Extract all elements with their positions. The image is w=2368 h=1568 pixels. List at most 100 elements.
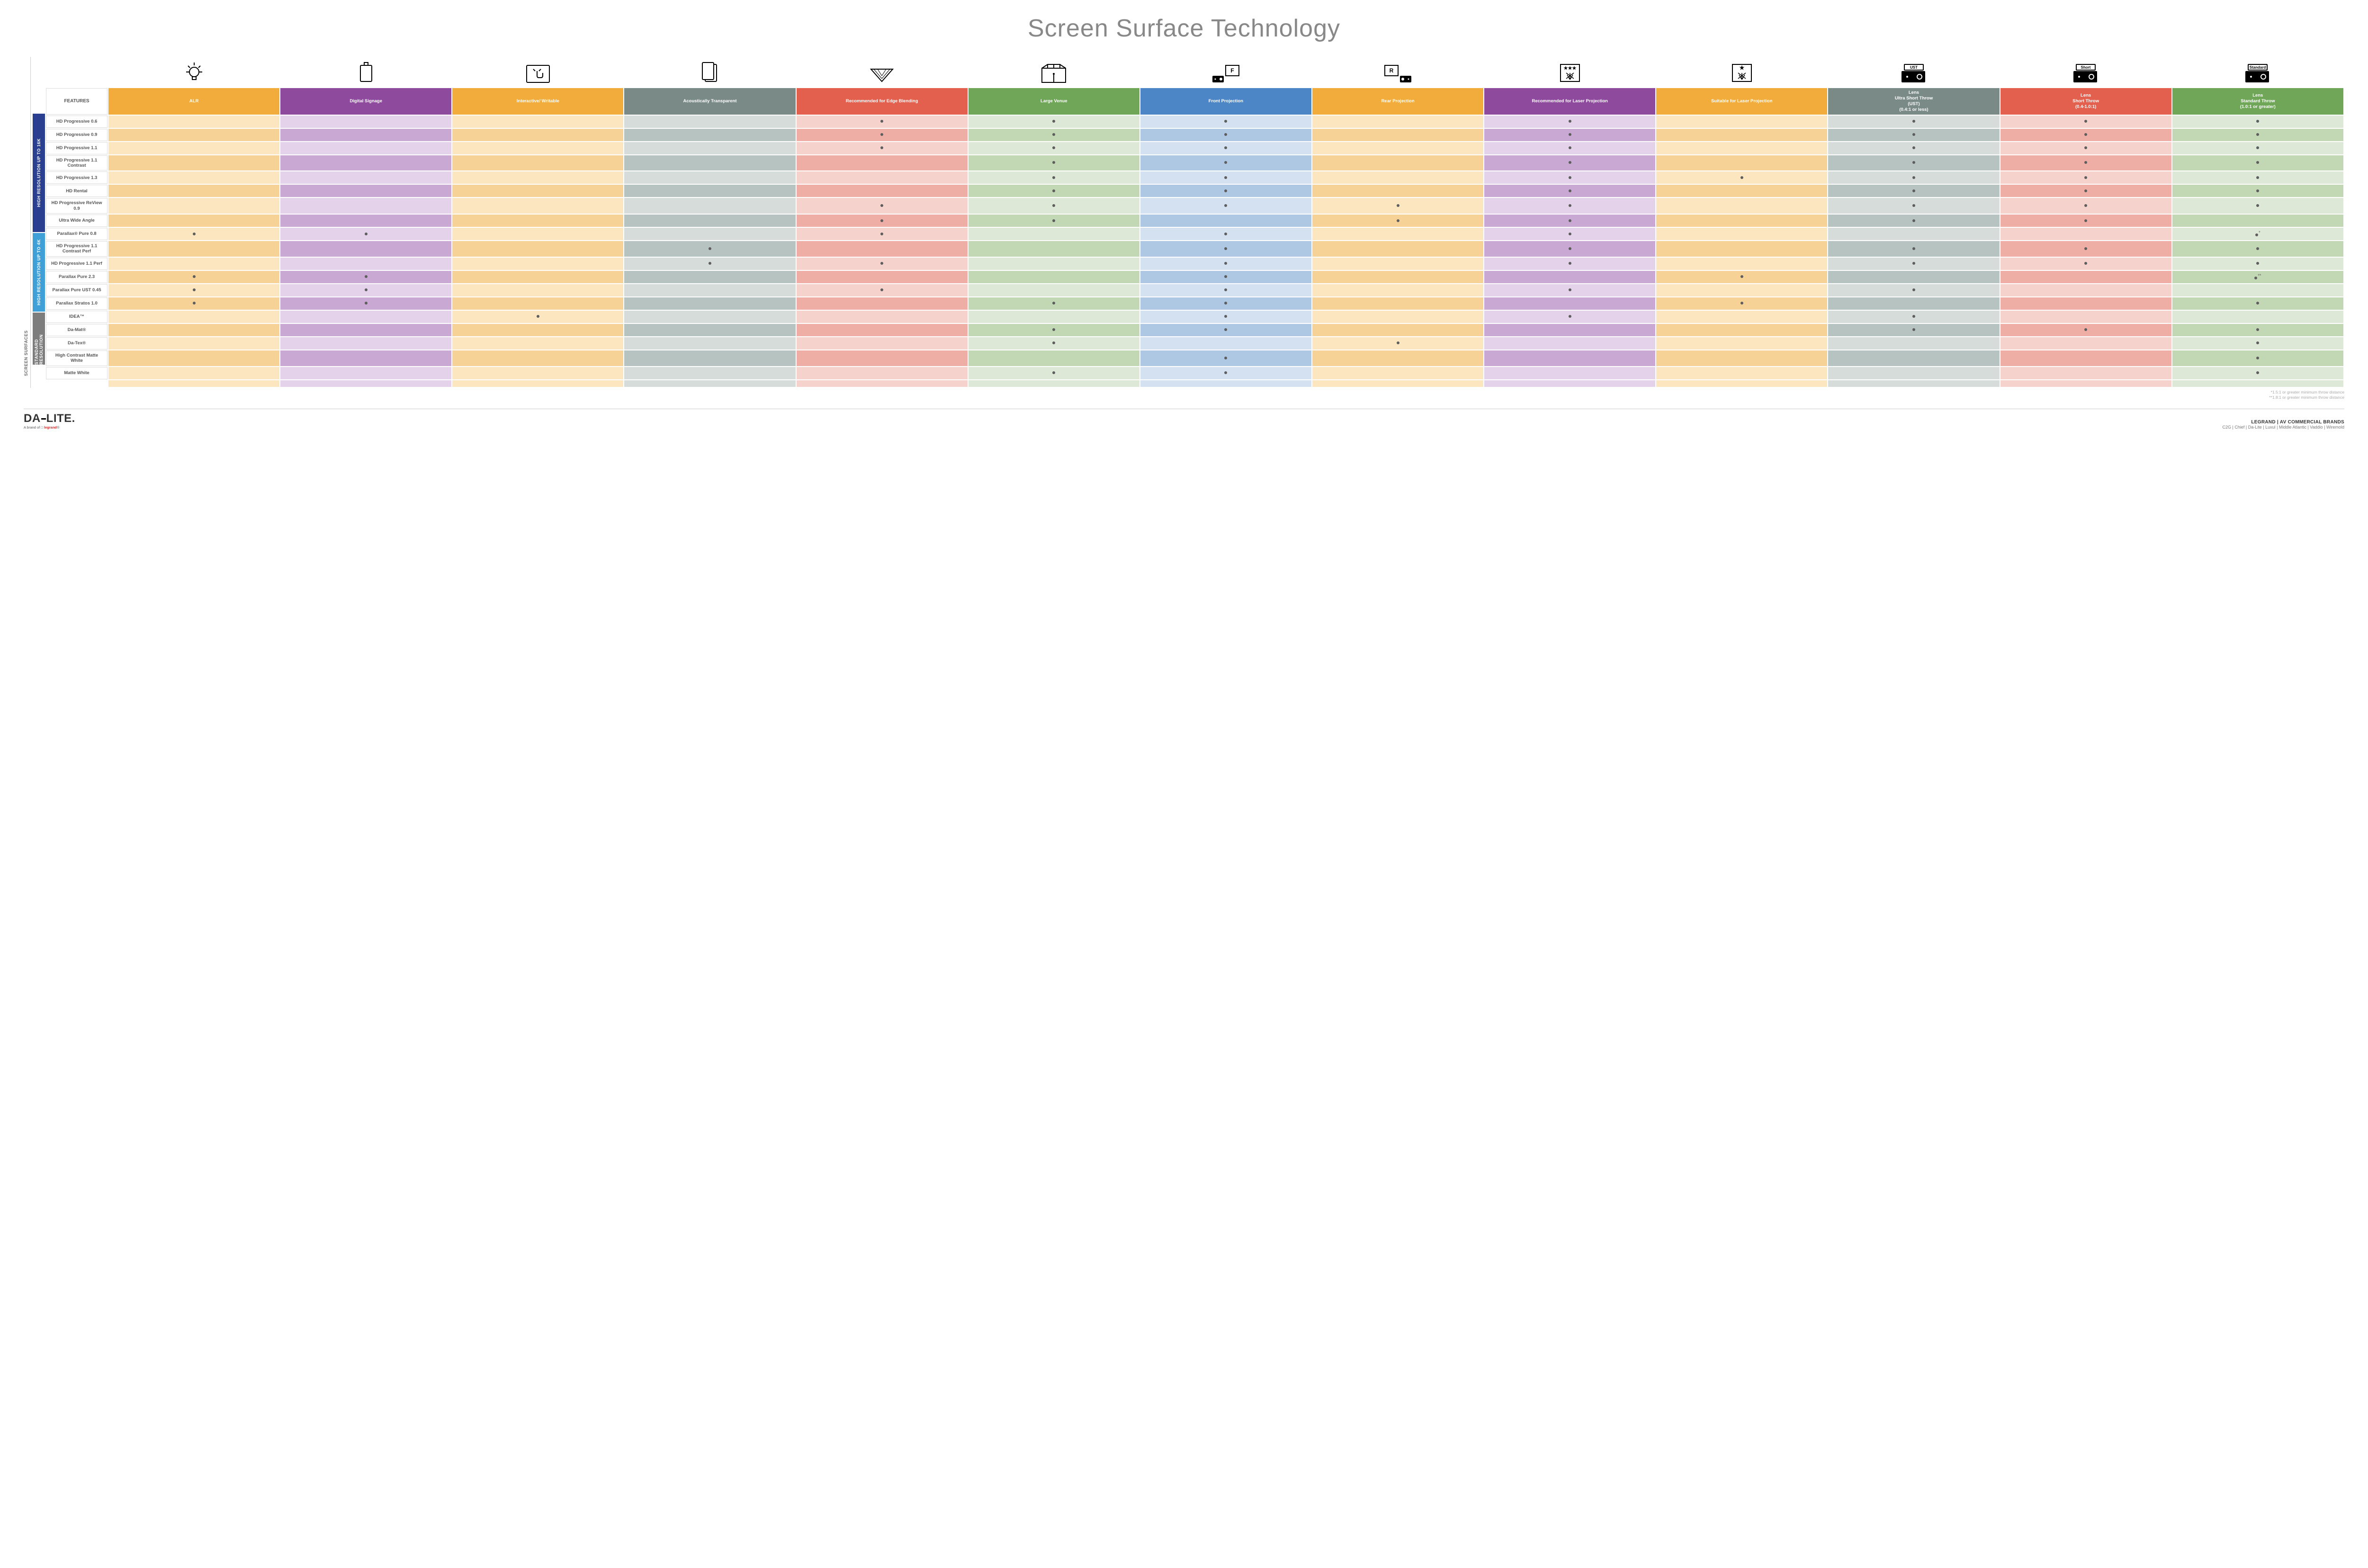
feature-cell	[1140, 258, 1311, 270]
feature-cell	[2172, 116, 2343, 128]
feature-cell	[624, 241, 795, 257]
feature-cell	[1312, 241, 1483, 257]
svg-text:UST: UST	[1910, 65, 1918, 70]
column-icon-bulb	[108, 58, 279, 87]
column-header: Recommended for Edge Blending	[797, 88, 968, 115]
row-label: HD Progressive 0.6	[46, 116, 108, 128]
feature-cell	[280, 142, 451, 154]
feature-cell	[2172, 337, 2343, 349]
feature-cell	[624, 284, 795, 296]
feature-cell	[280, 324, 451, 336]
feature-cell	[624, 116, 795, 128]
feature-cell	[1140, 185, 1311, 197]
feature-cell	[108, 228, 279, 240]
feature-cell	[452, 228, 623, 240]
feature-cell: *	[2172, 228, 2343, 240]
feature-cell	[1828, 142, 1999, 154]
feature-cell	[452, 241, 623, 257]
row-label: Parallax® Pure 0.8	[46, 228, 108, 240]
feature-cell	[1656, 297, 1827, 310]
row-label: HD Progressive 1.1 Contrast Perf	[46, 241, 108, 257]
feature-cell	[2172, 258, 2343, 270]
feature-cell	[2000, 171, 2171, 184]
feature-cell	[280, 129, 451, 141]
feature-cell	[452, 311, 623, 323]
feature-cell	[1656, 284, 1827, 296]
feature-cell	[969, 337, 1139, 349]
feature-cell	[2000, 142, 2171, 154]
column-icon-laserR: ★★★	[1484, 58, 1655, 87]
feature-cell	[1656, 215, 1827, 227]
feature-cell	[2172, 215, 2343, 227]
row-label: IDEA™	[46, 311, 108, 323]
row-label: Da-Tex®	[46, 337, 108, 349]
group-label: HIGH RESOLUTION UP TO 4K	[33, 233, 45, 312]
row-label: High Contrast Matte White	[46, 350, 108, 366]
feature-cell	[108, 284, 279, 296]
row-label: HD Progressive ReView 0.9	[46, 198, 108, 214]
row-label: Da-Mat®	[46, 324, 108, 336]
svg-text:Short: Short	[2081, 65, 2091, 70]
feature-cell	[108, 258, 279, 270]
feature-cell	[452, 116, 623, 128]
feature-cell	[624, 367, 795, 379]
feature-cell	[1656, 129, 1827, 141]
feature-cell	[108, 215, 279, 227]
feature-cell	[1828, 228, 1999, 240]
feature-cell	[2000, 367, 2171, 379]
feature-cell	[1312, 198, 1483, 214]
feature-cell	[2172, 198, 2343, 214]
comparison-chart: SCREEN SURFACES HIGH RESOLUTION UP TO 16…	[24, 57, 2344, 388]
feature-cell	[1828, 258, 1999, 270]
feature-cell	[797, 198, 968, 214]
feature-cell	[280, 297, 451, 310]
feature-cell	[1140, 284, 1311, 296]
feature-cell	[1484, 142, 1655, 154]
row-label: HD Progressive 0.9	[46, 129, 108, 141]
feature-cell	[452, 337, 623, 349]
feature-cell	[969, 367, 1139, 379]
column-header: Large Venue	[969, 88, 1139, 115]
feature-cell	[1312, 258, 1483, 270]
svg-text:R: R	[1389, 67, 1393, 74]
feature-cell	[969, 171, 1139, 184]
column-icon-venue	[969, 58, 1139, 87]
feature-cell	[280, 258, 451, 270]
feature-cell	[1140, 367, 1311, 379]
feature-cell	[1656, 367, 1827, 379]
feature-cell	[1484, 129, 1655, 141]
row-label: Matte White	[46, 367, 108, 379]
feature-cell	[797, 350, 968, 366]
feature-cell	[969, 185, 1139, 197]
feature-cell	[969, 198, 1139, 214]
feature-cell	[797, 185, 968, 197]
feature-cell	[108, 350, 279, 366]
feature-cell	[1140, 228, 1311, 240]
feature-cell	[2000, 116, 2171, 128]
feature-cell	[1140, 155, 1311, 171]
feature-cell	[280, 337, 451, 349]
feature-cell	[1140, 241, 1311, 257]
feature-cell	[969, 284, 1139, 296]
footer-brands-line: C2G | Chief | Da-Lite | Luxul | Middle A…	[2223, 425, 2344, 430]
feature-cell	[1828, 350, 1999, 366]
feature-cell	[452, 185, 623, 197]
feature-cell	[1656, 311, 1827, 323]
feature-cell	[797, 258, 968, 270]
feature-cell	[1140, 311, 1311, 323]
feature-cell	[1484, 171, 1655, 184]
feature-cell	[452, 297, 623, 310]
feature-cell	[1312, 367, 1483, 379]
feature-cell	[797, 228, 968, 240]
column-header: Recommended for Laser Projection	[1484, 88, 1655, 115]
feature-cell	[280, 350, 451, 366]
feature-cell	[797, 284, 968, 296]
feature-cell	[108, 271, 279, 283]
feature-cell	[280, 271, 451, 283]
column-icon-blend	[797, 58, 968, 87]
row-label: Parallax Stratos 1.0	[46, 297, 108, 310]
feature-cell	[1312, 228, 1483, 240]
feature-cell	[624, 228, 795, 240]
svg-text:F: F	[1231, 67, 1234, 74]
row-label: HD Progressive 1.3	[46, 171, 108, 184]
